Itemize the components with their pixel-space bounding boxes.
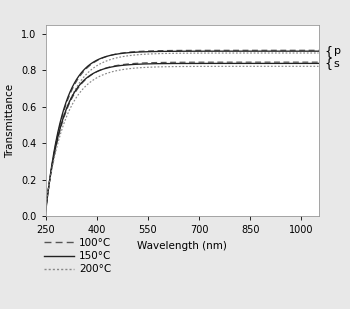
Text: p: p xyxy=(334,46,341,56)
Y-axis label: Transmittance: Transmittance xyxy=(6,83,15,158)
Legend: 100°C, 150°C, 200°C: 100°C, 150°C, 200°C xyxy=(40,234,115,278)
X-axis label: Wavelength (nm): Wavelength (nm) xyxy=(137,241,227,251)
Text: {: { xyxy=(324,45,332,58)
Text: s: s xyxy=(334,59,339,69)
Text: {: { xyxy=(324,57,332,70)
